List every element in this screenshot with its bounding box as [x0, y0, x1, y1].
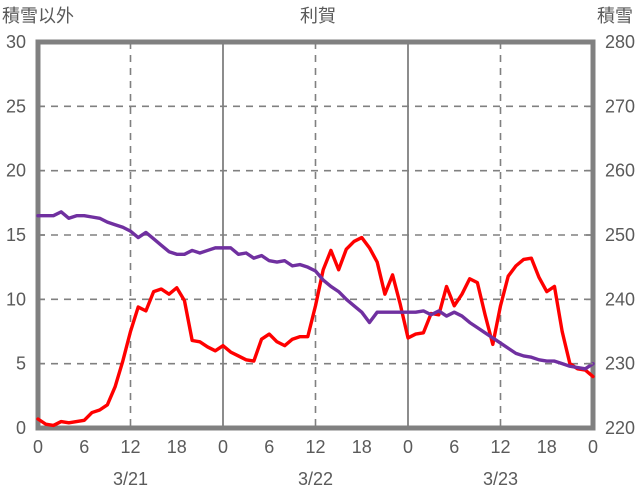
x-axis-tick-label: 6 [449, 437, 459, 457]
right-axis-tick-label: 270 [605, 96, 635, 116]
x-axis-tick-label: 12 [490, 437, 510, 457]
x-axis-tick-label: 18 [352, 437, 372, 457]
left-axis-title: 積雪以外 [2, 6, 74, 26]
x-axis-tick-label: 18 [537, 437, 557, 457]
data-series [36, 210, 595, 428]
x-axis-day-label: 3/23 [483, 469, 518, 489]
x-axis-tick-label: 18 [167, 437, 187, 457]
right-axis-tick-label: 240 [605, 289, 635, 309]
right-axis-tick-label: 250 [605, 225, 635, 245]
left-axis-tick-label: 10 [6, 289, 26, 309]
left-axis-tick-label: 0 [16, 418, 26, 438]
right-axis-tick-label: 260 [605, 161, 635, 181]
right-axis-tick-label: 230 [605, 354, 635, 374]
page-title: 利賀 [300, 6, 336, 26]
x-axis-day-label: 3/21 [113, 469, 148, 489]
x-axis-tick-label: 6 [264, 437, 274, 457]
x-axis-tick-label: 0 [33, 437, 43, 457]
left-axis-tick-label: 25 [6, 96, 26, 116]
right-axis-tick-label: 280 [605, 32, 635, 52]
left-axis-tick-label: 20 [6, 161, 26, 181]
x-axis-tick-label: 0 [218, 437, 228, 457]
left-axis-tick-label: 30 [6, 32, 26, 52]
x-axis-tick-label: 0 [403, 437, 413, 457]
x-axis-day-label: 3/22 [298, 469, 333, 489]
x-axis-tick-label: 12 [305, 437, 325, 457]
series-line-non-snow [36, 235, 595, 428]
x-axis-tick-label: 0 [588, 437, 598, 457]
series-line-snow-depth [36, 210, 595, 371]
right-axis-tick-label: 220 [605, 418, 635, 438]
x-axis-tick-label: 12 [120, 437, 140, 457]
axis-ticks: 0 5 10 15 20 25 30 220 230 240 250 260 270 280 0 6 12 18 0… [6, 32, 635, 489]
x-axis-tick-label: 6 [79, 437, 89, 457]
left-axis-tick-label: 5 [16, 354, 26, 374]
left-axis-tick-label: 15 [6, 225, 26, 245]
right-axis-title: 積雪 [597, 6, 633, 26]
